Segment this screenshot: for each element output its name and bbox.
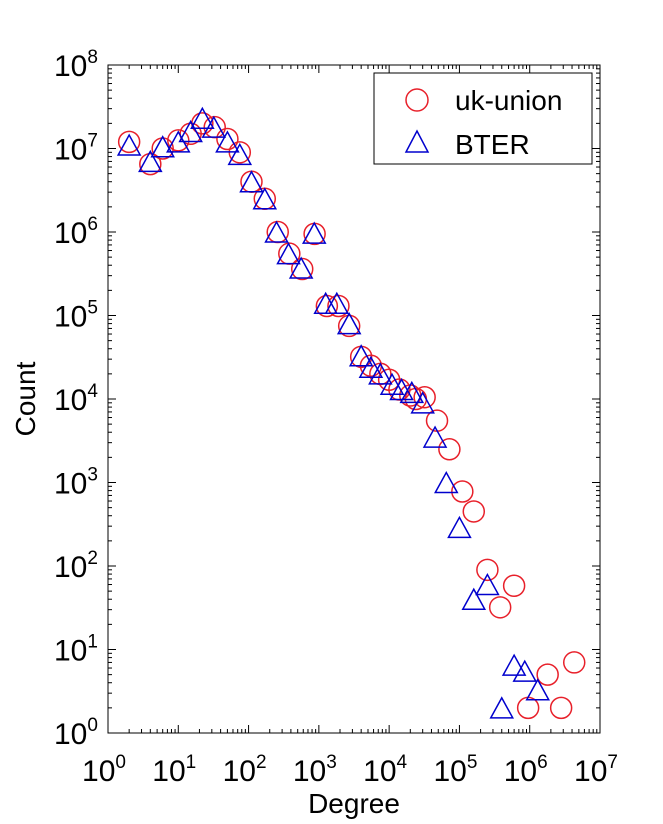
point-bter xyxy=(512,659,538,682)
x-tick-labels: 100 101 102 103 104 105 106 107 xyxy=(82,752,618,788)
x-tick-label: 107 xyxy=(574,752,618,788)
point-bter xyxy=(215,130,240,153)
point-bter xyxy=(336,312,362,335)
point-uk-union xyxy=(167,129,190,152)
point-bter xyxy=(239,170,264,193)
y-axis-label: Count xyxy=(10,361,41,436)
y-tick-label: 105 xyxy=(54,298,98,334)
point-bter xyxy=(399,380,425,404)
plot-area xyxy=(107,64,601,734)
x-tick-label: 100 xyxy=(82,752,126,788)
point-bter xyxy=(190,106,215,130)
point-bter xyxy=(201,115,227,138)
x-tick-label: 102 xyxy=(223,752,267,788)
point-uk-union xyxy=(413,385,436,409)
x-tick-label: 103 xyxy=(293,752,337,788)
point-bter xyxy=(461,587,487,610)
point-uk-union xyxy=(476,558,499,582)
point-bter xyxy=(379,372,405,396)
x-tick-label: 106 xyxy=(504,752,548,788)
point-bter xyxy=(368,362,393,385)
point-bter xyxy=(301,221,327,244)
point-uk-union xyxy=(139,152,162,176)
point-bter xyxy=(264,220,289,243)
y-tick-label: 104 xyxy=(54,381,98,417)
y-tick-label: 108 xyxy=(54,47,98,83)
point-uk-union xyxy=(462,500,486,523)
x-tick-label: 104 xyxy=(363,752,407,788)
legend-box xyxy=(373,72,593,165)
y-tick-label: 100 xyxy=(54,715,98,751)
y-tick-label: 101 xyxy=(54,632,98,668)
point-bter xyxy=(422,425,448,448)
point-uk-union xyxy=(488,596,512,619)
point-uk-union xyxy=(502,574,526,598)
point-bter xyxy=(358,355,384,379)
point-uk-union xyxy=(117,130,141,154)
point-uk-union xyxy=(438,438,461,461)
point-bter xyxy=(178,119,203,143)
point-bter xyxy=(447,515,472,539)
legend-marker-uk-union xyxy=(405,88,429,112)
point-bter xyxy=(410,391,435,414)
x-axis-label: Degree xyxy=(308,788,400,819)
point-bter xyxy=(525,678,550,701)
y-tick-label: 106 xyxy=(54,214,98,250)
legend-label-bter: BTER xyxy=(455,129,530,160)
point-bter xyxy=(389,377,414,401)
point-bter xyxy=(138,149,163,173)
y-tick-label: 103 xyxy=(54,465,98,501)
x-tick-label: 101 xyxy=(152,752,196,788)
point-bter xyxy=(288,256,314,279)
series-bter xyxy=(116,106,550,719)
point-bter xyxy=(501,653,527,676)
point-bter xyxy=(276,242,301,265)
legend: uk-union BTER xyxy=(373,72,593,165)
point-bter xyxy=(150,135,175,158)
point-bter xyxy=(434,470,459,494)
point-bter xyxy=(227,142,253,166)
y-tick-label: 102 xyxy=(54,548,98,584)
point-bter xyxy=(252,187,278,210)
point-bter xyxy=(348,344,374,367)
legend-marker-bter xyxy=(404,129,430,153)
point-uk-union xyxy=(536,663,559,686)
axis-ticks xyxy=(107,64,601,734)
point-uk-union xyxy=(562,651,586,674)
point-bter xyxy=(324,291,350,315)
point-bter xyxy=(489,696,515,719)
y-tick-label: 107 xyxy=(54,131,98,167)
y-tick-labels: 100 101 102 103 104 105 106 107 108 xyxy=(54,47,98,751)
point-uk-union xyxy=(451,480,474,503)
point-uk-union xyxy=(549,696,573,720)
point-bter xyxy=(116,133,142,156)
point-bter xyxy=(475,572,500,596)
x-tick-label: 105 xyxy=(433,752,477,788)
point-uk-union xyxy=(337,314,361,338)
legend-label-uk-union: uk-union xyxy=(455,85,562,116)
point-uk-union xyxy=(216,127,239,151)
data-marks xyxy=(116,106,586,720)
